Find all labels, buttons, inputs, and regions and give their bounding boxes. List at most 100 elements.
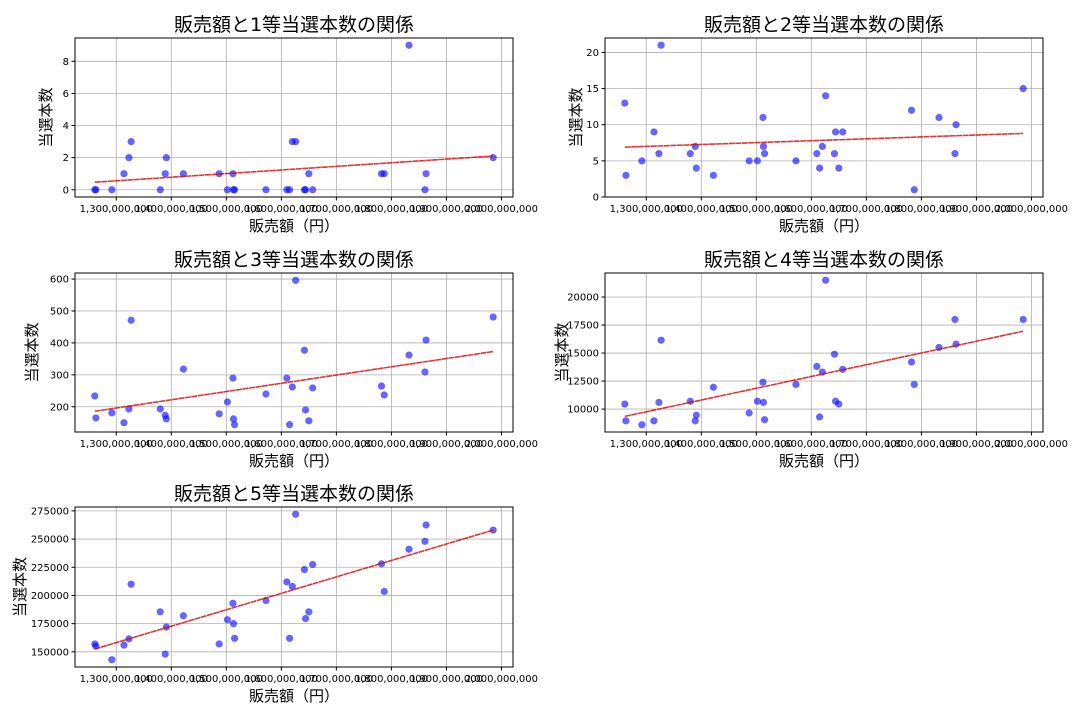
axes-frame: [74, 37, 514, 198]
x-tick-label: 1,600,000,000: [245, 439, 318, 450]
data-point: [655, 150, 663, 158]
x-tick-label: 2,000,000,000: [995, 439, 1068, 450]
data-point: [818, 142, 826, 151]
x-axis-label: 販売額（円）: [249, 687, 339, 705]
x-tick-label: 1,700,000,000: [830, 204, 903, 215]
data-point: [691, 417, 699, 425]
data-point: [907, 358, 916, 366]
data-point: [292, 137, 300, 146]
chart-title: 販売額と2等当選本数の関係: [704, 14, 944, 36]
x-tick-label: 1,400,000,000: [135, 674, 208, 685]
data-point: [120, 170, 128, 178]
y-tick-label: 8: [63, 57, 69, 68]
data-point: [621, 99, 629, 107]
x-tick-label: 1,500,000,000: [190, 204, 263, 215]
data-point: [655, 398, 663, 406]
x-tick-label: 1,300,000,000: [80, 674, 153, 685]
data-point: [305, 608, 313, 616]
data-point: [489, 154, 497, 162]
data-point: [300, 565, 309, 574]
subplot-4: 1,300,000,0001,400,000,0001,500,000,0001…: [553, 249, 1068, 470]
y-tick-label: 225000: [31, 563, 69, 574]
subplot-1: 1,300,000,0001,400,000,0001,500,000,0001…: [37, 14, 538, 235]
data-point: [910, 186, 918, 194]
data-point: [292, 276, 300, 284]
data-point: [692, 164, 700, 172]
data-point: [301, 614, 310, 623]
y-tick-label: 4: [63, 121, 69, 132]
axes-frame: [74, 506, 514, 668]
data-point: [745, 157, 753, 165]
data-point: [405, 545, 413, 553]
y-tick-label: 17500: [567, 321, 599, 332]
data-point: [156, 608, 164, 616]
y-tick-label: 275000: [31, 506, 69, 517]
x-tick-label: 1,400,000,000: [665, 439, 738, 450]
data-point: [380, 170, 388, 178]
x-axis-label: 販売額（円）: [249, 452, 339, 470]
y-tick-label: 15000: [567, 349, 599, 360]
subplot-3: 1,300,000,0001,400,000,0001,500,000,0001…: [23, 249, 538, 470]
x-tick-label: 1,300,000,000: [80, 204, 153, 215]
x-tick-label: 1,800,000,000: [355, 674, 428, 685]
data-point: [692, 411, 700, 419]
data-point: [489, 526, 497, 534]
y-axis-label: 当選本数: [23, 322, 41, 382]
data-point: [283, 374, 291, 382]
x-tick-label: 2,000,000,000: [465, 439, 538, 450]
data-point: [262, 390, 270, 398]
data-point: [215, 410, 223, 418]
trend-line: [624, 132, 1024, 148]
y-axis-label: 当選本数: [11, 557, 29, 617]
data-point: [309, 384, 317, 392]
data-point: [489, 313, 497, 321]
x-tick-label: 1,500,000,000: [720, 204, 793, 215]
data-point: [952, 121, 960, 129]
data-point: [127, 137, 135, 146]
x-tick-label: 1,900,000,000: [410, 439, 483, 450]
data-point: [127, 316, 135, 324]
y-tick-label: 600: [50, 275, 69, 286]
data-point: [92, 186, 100, 194]
data-point: [422, 336, 430, 344]
data-point: [421, 368, 429, 376]
data-point: [1019, 84, 1027, 93]
x-axis-label: 販売額（円）: [249, 217, 339, 235]
x-tick-label: 1,900,000,000: [940, 204, 1013, 215]
data-point: [179, 365, 187, 373]
data-point: [792, 380, 800, 389]
data-point: [305, 170, 313, 178]
y-tick-label: 10: [586, 120, 599, 131]
x-tick-label: 1,800,000,000: [885, 204, 958, 215]
data-point: [377, 382, 386, 390]
x-tick-label: 1,900,000,000: [940, 439, 1013, 450]
data-point: [745, 409, 753, 417]
trend-line: [624, 330, 1024, 418]
y-tick-label: 200: [50, 402, 69, 413]
data-point: [108, 409, 116, 417]
data-point: [405, 351, 413, 359]
data-point: [657, 336, 665, 344]
data-point: [910, 380, 918, 389]
data-point: [650, 128, 658, 136]
x-tick-label: 1,600,000,000: [775, 204, 848, 215]
axes-frame: [604, 272, 1044, 433]
data-point: [305, 417, 313, 425]
data-point: [229, 620, 238, 628]
data-point: [815, 413, 824, 421]
data-point: [830, 150, 839, 158]
data-point: [125, 154, 133, 162]
x-tick-label: 1,500,000,000: [190, 674, 263, 685]
data-point: [813, 150, 821, 158]
x-tick-label: 1,600,000,000: [245, 204, 318, 215]
data-point: [309, 560, 317, 569]
data-point: [380, 391, 388, 399]
x-tick-label: 2,000,000,000: [995, 204, 1068, 215]
data-point: [161, 170, 169, 178]
x-tick-label: 1,800,000,000: [355, 204, 428, 215]
y-tick-label: 400: [50, 338, 69, 349]
data-point: [92, 414, 100, 422]
x-tick-label: 1,600,000,000: [775, 439, 848, 450]
data-point: [301, 186, 310, 194]
